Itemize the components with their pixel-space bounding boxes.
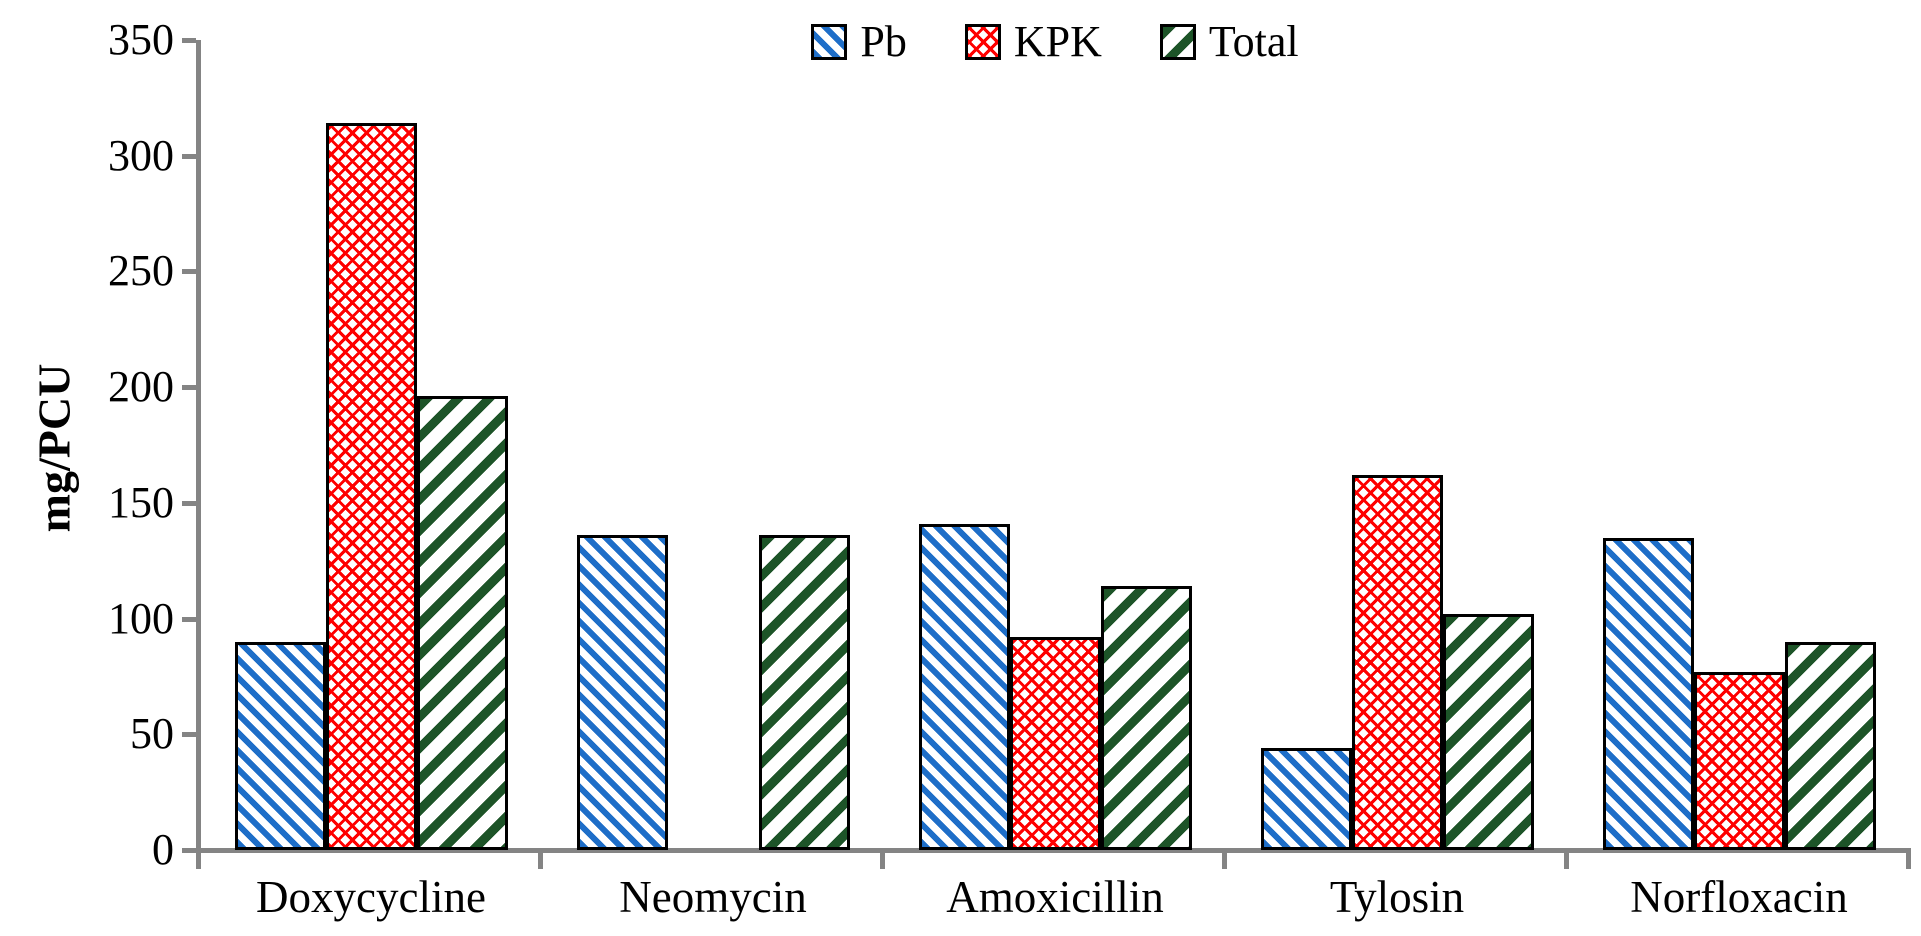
legend-swatch-kpk bbox=[964, 24, 1001, 60]
bar-kpk-doxycycline bbox=[325, 123, 417, 850]
y-tick-label: 0 bbox=[152, 825, 174, 874]
y-axis-tick bbox=[182, 732, 196, 738]
category-label: Doxycycline bbox=[256, 872, 486, 922]
legend-item-pb: Pb bbox=[811, 17, 907, 66]
x-axis-tick bbox=[880, 848, 885, 869]
legend-swatch-pb bbox=[811, 24, 848, 60]
y-axis-tick bbox=[182, 269, 196, 275]
y-tick-label: 100 bbox=[108, 593, 174, 643]
y-tick-label: 300 bbox=[108, 130, 174, 180]
y-axis-tick bbox=[182, 153, 196, 159]
bar-total-amoxicillin bbox=[1100, 586, 1192, 850]
y-axis-line bbox=[196, 40, 201, 850]
x-axis-tick bbox=[1564, 848, 1569, 869]
bar-pb-neomycin bbox=[576, 535, 668, 850]
legend-label: Pb bbox=[860, 17, 907, 66]
bar-pb-doxycycline bbox=[234, 641, 326, 850]
category-label: Amoxicillin bbox=[946, 872, 1164, 922]
bar-total-doxycycline bbox=[416, 396, 508, 850]
bar-kpk-amoxicillin bbox=[1009, 637, 1101, 850]
bar-total-tylosin bbox=[1442, 613, 1534, 850]
bar-pb-amoxicillin bbox=[918, 523, 1010, 850]
y-tick-label: 50 bbox=[130, 709, 174, 759]
bar-total-norfloxacin bbox=[1784, 641, 1876, 850]
x-axis-line bbox=[182, 848, 1910, 853]
bar-kpk-norfloxacin bbox=[1693, 671, 1785, 850]
y-axis-tick bbox=[182, 500, 196, 506]
category-label: Norfloxacin bbox=[1630, 872, 1848, 922]
legend-item-kpk: KPK bbox=[964, 17, 1102, 66]
y-tick-label: 350 bbox=[108, 15, 174, 64]
y-axis-tick bbox=[182, 848, 196, 853]
chart-legend: Pb KPK Total bbox=[200, 12, 1910, 72]
x-axis-tick bbox=[196, 848, 201, 869]
legend-label: KPK bbox=[1013, 17, 1102, 66]
y-tick-label: 200 bbox=[108, 362, 174, 412]
y-tick-label: 150 bbox=[108, 477, 174, 527]
legend-swatch-total bbox=[1159, 24, 1196, 60]
category-label: Tylosin bbox=[1329, 872, 1465, 922]
y-tick-label: 250 bbox=[108, 246, 174, 296]
bar-pb-tylosin bbox=[1260, 748, 1352, 850]
bar-pb-norfloxacin bbox=[1602, 537, 1694, 850]
y-axis-tick bbox=[182, 616, 196, 622]
legend-label: Total bbox=[1208, 17, 1299, 66]
category-label: Neomycin bbox=[619, 872, 807, 922]
legend-item-total: Total bbox=[1159, 17, 1299, 66]
bar-total-neomycin bbox=[758, 535, 850, 850]
y-axis-tick bbox=[182, 38, 196, 43]
y-axis-tick bbox=[182, 385, 196, 391]
x-axis-tick bbox=[1222, 848, 1227, 869]
x-axis-tick bbox=[1906, 848, 1911, 869]
x-axis-tick bbox=[538, 848, 543, 869]
bar-kpk-tylosin bbox=[1351, 475, 1443, 850]
